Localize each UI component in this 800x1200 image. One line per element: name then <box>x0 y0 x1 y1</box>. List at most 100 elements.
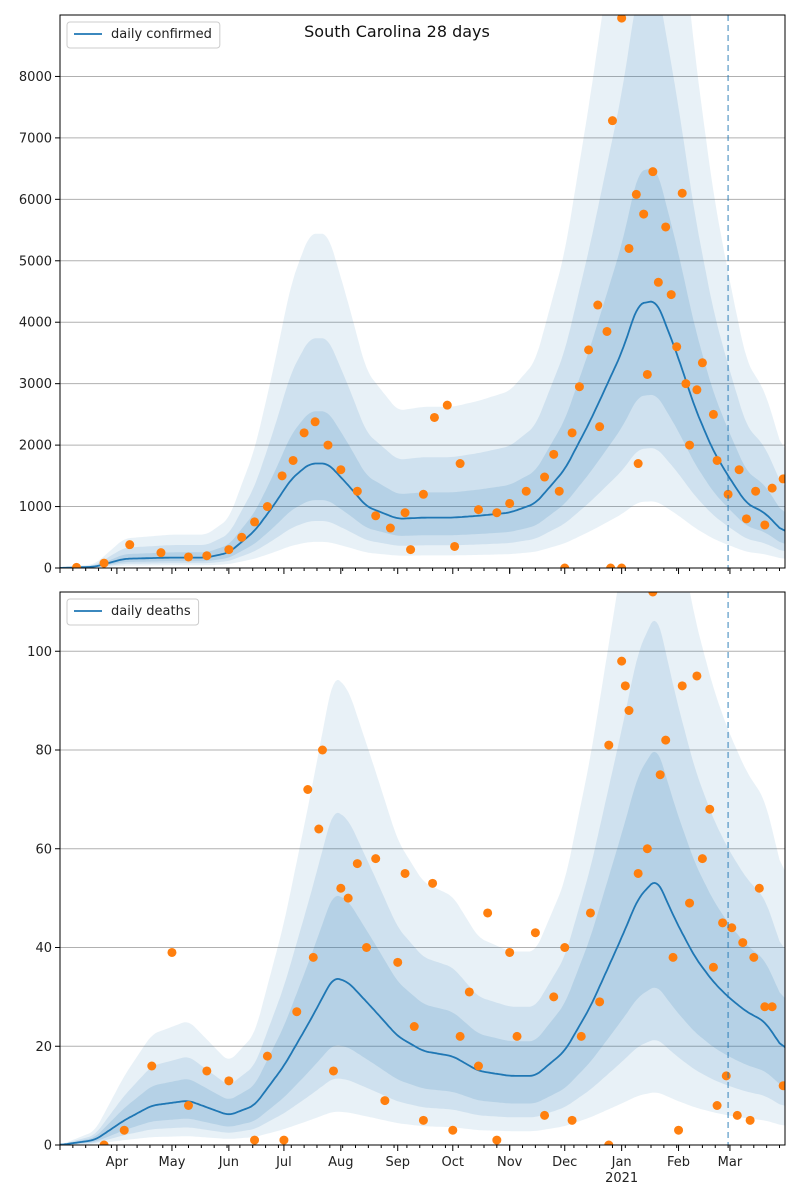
x-tick-label: Aug <box>328 1155 353 1170</box>
data-point <box>418 1115 428 1125</box>
data-point <box>718 918 728 928</box>
x-tick-label: Jan <box>611 1155 632 1170</box>
data-point <box>505 498 515 508</box>
data-point <box>450 541 460 551</box>
y-tick-label: 7000 <box>19 131 52 146</box>
data-point <box>767 483 777 493</box>
y-tick-label: 1000 <box>19 500 52 515</box>
data-point <box>352 859 362 869</box>
data-point <box>631 189 641 199</box>
data-point <box>418 489 428 499</box>
data-point <box>677 681 687 691</box>
y-tick-label: 80 <box>35 744 52 759</box>
data-point <box>202 1066 212 1076</box>
series-line <box>60 300 785 568</box>
y-tick-label: 0 <box>44 1139 52 1154</box>
legend-label: daily confirmed <box>111 27 212 42</box>
y-tick-label: 3000 <box>19 377 52 392</box>
data-point <box>661 735 671 745</box>
legend: daily deaths <box>66 598 200 626</box>
data-point <box>147 1061 157 1071</box>
figure-title: South Carolina 28 days <box>304 22 490 41</box>
data-point <box>455 1031 465 1041</box>
data-point <box>549 449 559 459</box>
data-point <box>442 400 452 410</box>
data-point <box>317 745 327 755</box>
data-point <box>685 898 695 908</box>
data-point <box>262 502 272 512</box>
data-point <box>183 1101 193 1110</box>
data-point <box>721 1071 731 1081</box>
x-tick-label: Feb <box>667 1155 690 1170</box>
data-point <box>409 1022 419 1031</box>
data-point <box>167 947 177 957</box>
data-point <box>674 1125 684 1135</box>
data-point <box>314 824 324 834</box>
data-point <box>521 486 531 496</box>
legend-box <box>66 598 200 626</box>
y-tick-label: 60 <box>35 842 52 857</box>
data-point <box>428 878 438 888</box>
x-tick-label: Jun <box>218 1155 239 1170</box>
data-point <box>642 844 652 854</box>
x-tick-label: Apr <box>106 1155 129 1170</box>
data-point <box>593 300 603 310</box>
data-point <box>464 987 474 997</box>
data-point <box>371 511 381 521</box>
data-point <box>607 116 617 126</box>
data-point <box>633 868 643 878</box>
chart-panel-daily-deaths: 0 20 40 60 80 100 Apr May Jun Jul Aug Sep Oct Nov Dec J… <box>27 591 786 1186</box>
confidence-band <box>60 15 785 568</box>
data-point <box>661 222 671 232</box>
data-point <box>299 428 309 438</box>
data-point <box>672 342 682 352</box>
data-point <box>429 412 439 422</box>
data-point <box>708 962 718 972</box>
data-point <box>633 459 643 469</box>
data-point <box>648 167 658 177</box>
data-point <box>328 1066 338 1076</box>
data-point <box>778 1081 785 1091</box>
x-tick-label: Mar <box>718 1155 743 1170</box>
data-point <box>734 465 744 475</box>
data-point <box>567 1115 577 1125</box>
plot-frame <box>59 591 786 1146</box>
legend-label: daily deaths <box>111 604 191 619</box>
data-point <box>585 908 595 918</box>
data-point <box>653 277 663 287</box>
y-tick-label: 8000 <box>19 70 52 85</box>
y-tick-label: 5000 <box>19 254 52 269</box>
data-point <box>530 928 540 938</box>
data-point <box>99 1140 109 1145</box>
data-point <box>483 908 493 918</box>
data-point <box>712 455 722 465</box>
y-tick-label: 0 <box>44 562 52 577</box>
data-point <box>560 943 570 952</box>
x-tick-label: Nov <box>497 1155 523 1170</box>
data-point <box>492 1135 502 1145</box>
y-tick-label: 6000 <box>19 193 52 208</box>
data-point <box>681 379 691 389</box>
confidence-band <box>60 15 785 568</box>
data-point <box>336 883 346 893</box>
data-point <box>393 957 403 967</box>
y-tick-label: 100 <box>27 645 52 660</box>
data-point <box>237 532 247 542</box>
plot-frame <box>59 14 786 569</box>
y-tick-label: 40 <box>35 941 52 956</box>
data-point <box>202 551 212 561</box>
confidence-band <box>60 751 785 1145</box>
confidence-band <box>60 168 785 568</box>
data-point <box>751 486 761 496</box>
data-point <box>778 474 785 484</box>
x-tick-label: Dec <box>552 1155 577 1170</box>
data-point <box>732 1110 742 1120</box>
legend: daily confirmed <box>66 21 221 49</box>
data-point <box>760 520 770 530</box>
data-point <box>692 385 702 395</box>
data-point <box>655 770 665 780</box>
data-point <box>685 440 695 450</box>
data-point <box>584 345 594 355</box>
chart-panel-daily-confirmed: 0 1000 2000 3000 4000 5000 6000 7000 8000 daily c… <box>19 14 786 577</box>
